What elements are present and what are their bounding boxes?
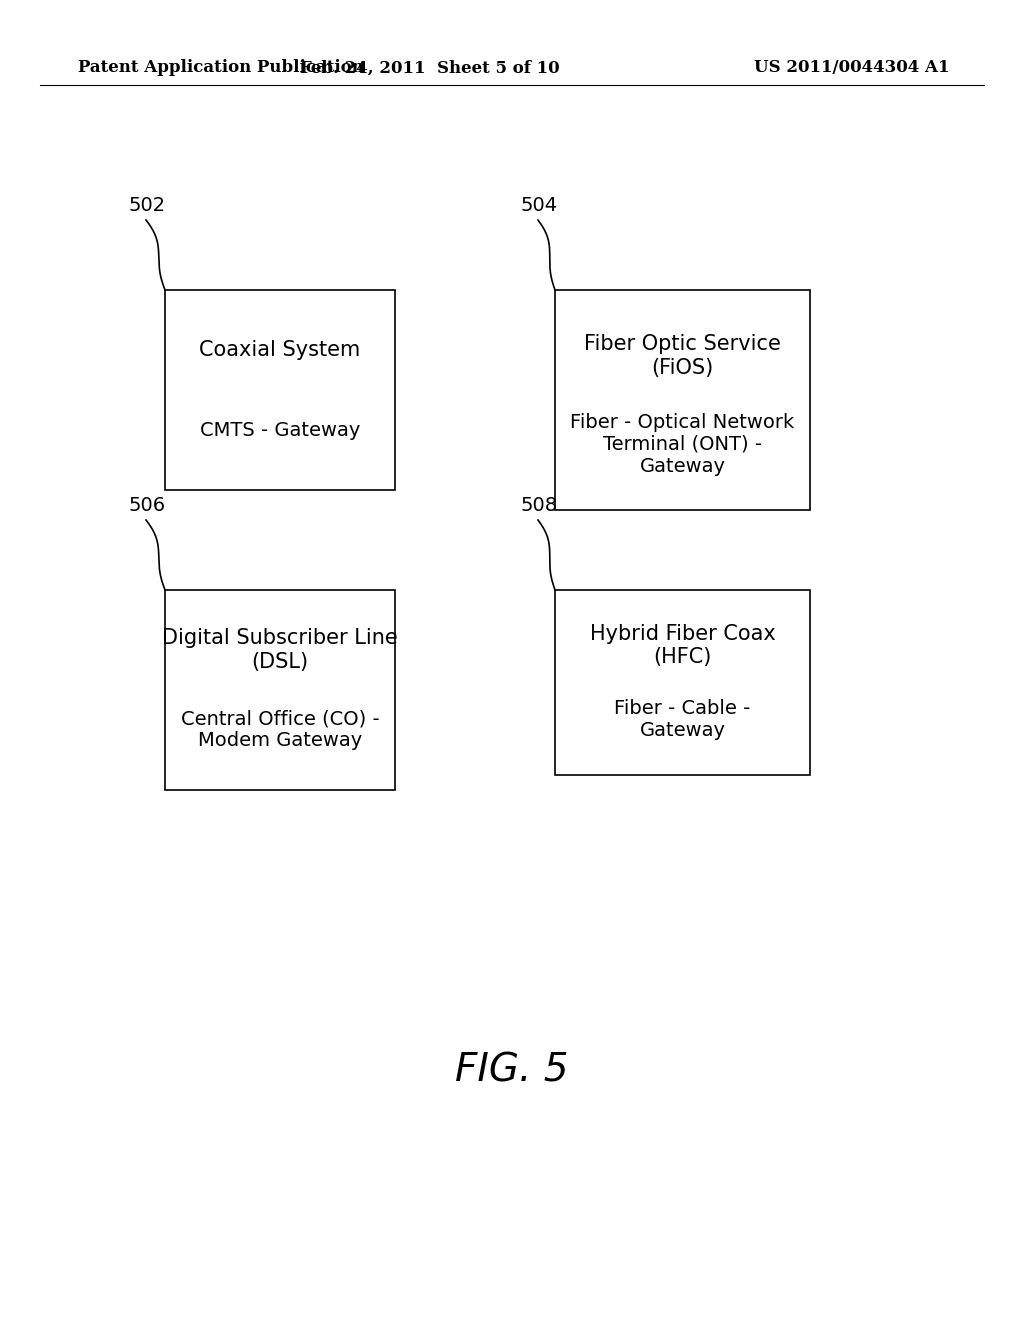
Bar [555, 590, 810, 775]
Text: Fiber - Optical Network
Terminal (ONT) -
Gateway: Fiber - Optical Network Terminal (ONT) -… [570, 412, 795, 475]
Text: Central Office (CO) -
Modem Gateway: Central Office (CO) - Modem Gateway [180, 710, 379, 751]
Text: CMTS - Gateway: CMTS - Gateway [200, 421, 360, 440]
Text: US 2011/0044304 A1: US 2011/0044304 A1 [755, 59, 950, 77]
Bar [165, 290, 395, 490]
Text: Fiber Optic Service
(FiOS): Fiber Optic Service (FiOS) [584, 334, 781, 378]
Text: 504: 504 [520, 195, 557, 215]
Text: Hybrid Fiber Coax
(HFC): Hybrid Fiber Coax (HFC) [590, 624, 775, 667]
Text: FIG. 5: FIG. 5 [456, 1051, 568, 1089]
Text: Feb. 24, 2011  Sheet 5 of 10: Feb. 24, 2011 Sheet 5 of 10 [300, 59, 560, 77]
Text: 508: 508 [520, 496, 557, 515]
Text: Digital Subscriber Line
(DSL): Digital Subscriber Line (DSL) [162, 628, 398, 672]
Bar [165, 590, 395, 789]
Text: 502: 502 [128, 195, 165, 215]
Text: 506: 506 [128, 496, 165, 515]
Text: Patent Application Publication: Patent Application Publication [78, 59, 364, 77]
Text: Fiber - Cable -
Gateway: Fiber - Cable - Gateway [614, 700, 751, 741]
Bar [555, 290, 810, 510]
Text: Coaxial System: Coaxial System [200, 341, 360, 360]
